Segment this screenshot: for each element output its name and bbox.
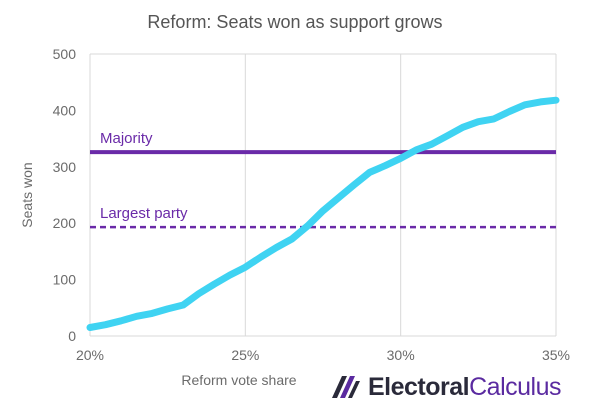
x-tick-label: 30% — [387, 347, 415, 363]
reference-line-label: Largest party — [100, 205, 188, 222]
series-line — [86, 96, 560, 331]
chart-title: Reform: Seats won as support grows — [147, 12, 442, 32]
reference-line-label: Majority — [100, 130, 153, 147]
x-tick-label: 25% — [231, 347, 259, 363]
x-axis: 20% 25% 30% 35% — [76, 347, 570, 363]
y-tick-label: 400 — [53, 102, 77, 118]
y-axis-title: Seats won — [19, 162, 35, 227]
y-tick-label: 200 — [53, 215, 77, 231]
logo-text-calculus: Calculus — [469, 372, 561, 401]
chart-grid — [89, 53, 557, 337]
electoral-calculus-logo: Electoral Calculus — [330, 370, 561, 404]
x-axis-title: Reform vote share — [181, 372, 296, 388]
y-tick-label: 300 — [53, 159, 77, 175]
logo-text-electoral: Electoral — [368, 372, 470, 401]
logo-slashes-icon — [332, 376, 360, 398]
y-tick-label: 500 — [53, 46, 77, 62]
y-axis: 0 100 200 300 400 500 — [53, 46, 77, 344]
series-group — [86, 96, 560, 331]
x-tick-label: 35% — [542, 347, 570, 363]
x-tick-label: 20% — [76, 347, 104, 363]
reference-lines: Majority Largest party — [90, 130, 556, 229]
y-tick-label: 0 — [68, 328, 76, 344]
y-tick-label: 100 — [53, 272, 77, 288]
